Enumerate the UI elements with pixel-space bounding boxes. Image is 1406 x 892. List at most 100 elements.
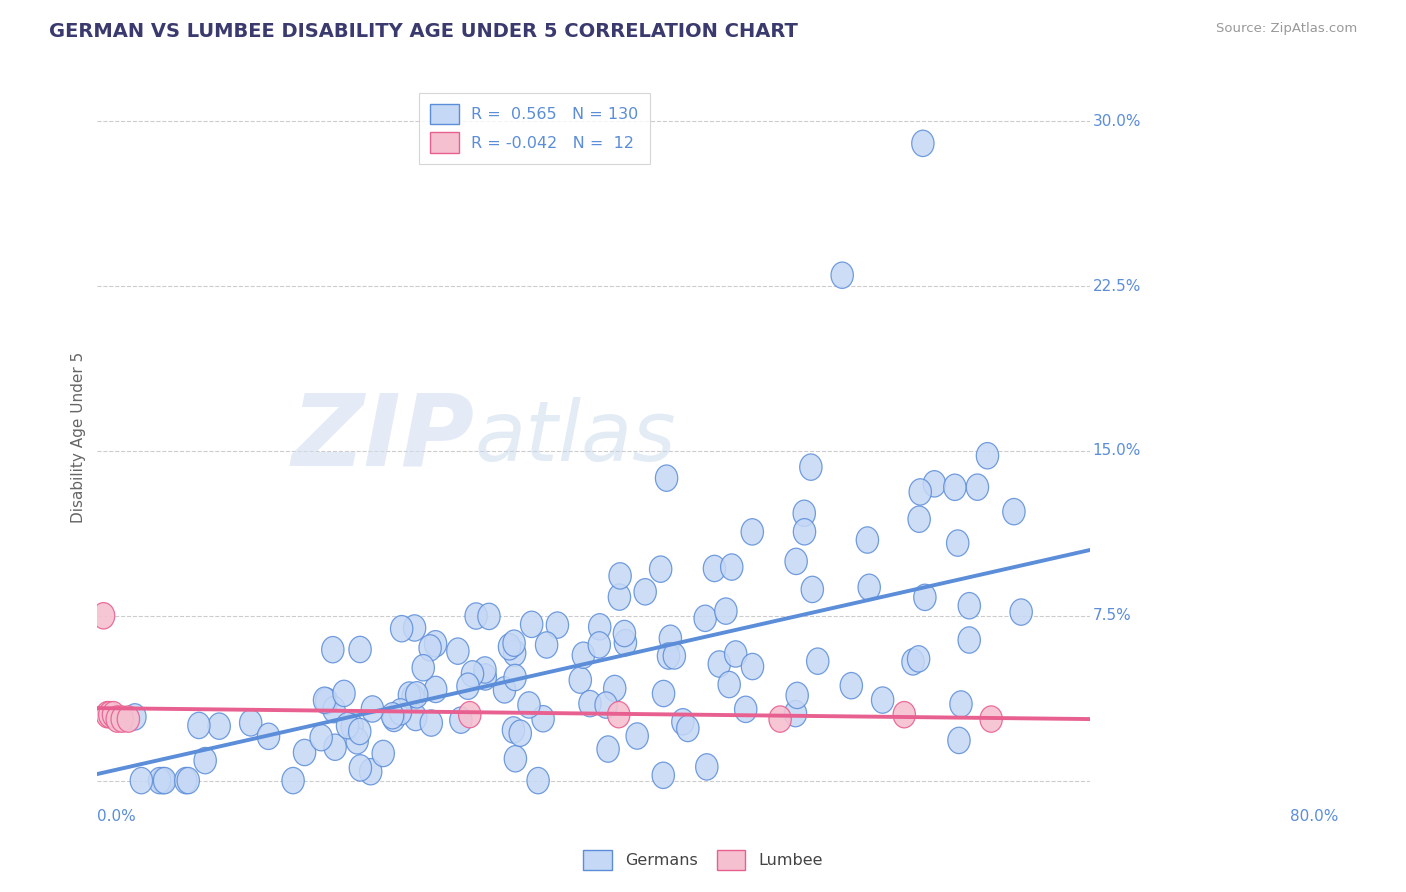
Ellipse shape	[1002, 499, 1025, 524]
Ellipse shape	[349, 755, 371, 781]
Ellipse shape	[957, 627, 980, 653]
Ellipse shape	[607, 701, 630, 728]
Ellipse shape	[714, 598, 737, 624]
Ellipse shape	[741, 653, 763, 680]
Ellipse shape	[391, 615, 413, 642]
Ellipse shape	[474, 664, 496, 690]
Text: 0.0%: 0.0%	[97, 809, 136, 824]
Ellipse shape	[177, 767, 200, 794]
Ellipse shape	[572, 642, 595, 668]
Ellipse shape	[425, 631, 447, 657]
Ellipse shape	[841, 673, 862, 698]
Ellipse shape	[425, 676, 447, 703]
Ellipse shape	[342, 714, 363, 739]
Ellipse shape	[785, 700, 807, 727]
Text: 80.0%: 80.0%	[1291, 809, 1339, 824]
Ellipse shape	[626, 723, 648, 749]
Ellipse shape	[911, 130, 934, 156]
Ellipse shape	[323, 734, 346, 760]
Legend: Germans, Lumbee: Germans, Lumbee	[576, 844, 830, 877]
Ellipse shape	[474, 657, 496, 683]
Ellipse shape	[613, 620, 636, 647]
Ellipse shape	[478, 603, 501, 630]
Ellipse shape	[314, 687, 336, 714]
Ellipse shape	[405, 681, 427, 708]
Ellipse shape	[695, 605, 716, 632]
Ellipse shape	[614, 630, 637, 656]
Ellipse shape	[96, 701, 118, 728]
Ellipse shape	[652, 762, 675, 789]
Ellipse shape	[672, 708, 695, 735]
Ellipse shape	[315, 688, 337, 714]
Ellipse shape	[676, 715, 699, 741]
Ellipse shape	[856, 527, 879, 553]
Ellipse shape	[360, 758, 382, 785]
Ellipse shape	[111, 706, 134, 732]
Ellipse shape	[458, 701, 481, 728]
Ellipse shape	[579, 690, 602, 717]
Ellipse shape	[800, 454, 823, 480]
Ellipse shape	[131, 767, 152, 794]
Ellipse shape	[709, 651, 731, 677]
Ellipse shape	[943, 475, 966, 500]
Ellipse shape	[373, 740, 394, 766]
Ellipse shape	[502, 717, 524, 743]
Ellipse shape	[609, 584, 630, 610]
Ellipse shape	[389, 698, 412, 725]
Ellipse shape	[149, 767, 170, 794]
Ellipse shape	[461, 661, 484, 687]
Ellipse shape	[769, 706, 792, 732]
Ellipse shape	[93, 603, 115, 629]
Ellipse shape	[117, 706, 139, 732]
Ellipse shape	[98, 701, 121, 728]
Ellipse shape	[598, 736, 619, 763]
Legend: R =  0.565   N = 130, R = -0.042   N =  12: R = 0.565 N = 130, R = -0.042 N = 12	[419, 93, 650, 164]
Ellipse shape	[893, 701, 915, 728]
Ellipse shape	[450, 707, 472, 733]
Ellipse shape	[517, 692, 540, 718]
Ellipse shape	[547, 612, 568, 639]
Ellipse shape	[419, 635, 441, 661]
Text: 7.5%: 7.5%	[1092, 608, 1132, 624]
Ellipse shape	[382, 706, 405, 731]
Ellipse shape	[658, 643, 679, 669]
Ellipse shape	[634, 579, 657, 605]
Ellipse shape	[696, 754, 718, 780]
Ellipse shape	[807, 648, 830, 674]
Ellipse shape	[786, 682, 808, 708]
Ellipse shape	[457, 673, 479, 699]
Ellipse shape	[914, 584, 936, 610]
Text: 30.0%: 30.0%	[1092, 114, 1140, 128]
Ellipse shape	[503, 640, 526, 666]
Ellipse shape	[505, 746, 527, 772]
Ellipse shape	[188, 712, 209, 739]
Ellipse shape	[349, 718, 371, 745]
Ellipse shape	[1010, 599, 1032, 625]
Ellipse shape	[595, 692, 617, 718]
Ellipse shape	[346, 728, 368, 754]
Ellipse shape	[652, 681, 675, 706]
Ellipse shape	[950, 690, 972, 717]
Ellipse shape	[294, 739, 316, 765]
Ellipse shape	[910, 479, 931, 505]
Ellipse shape	[734, 696, 756, 723]
Ellipse shape	[361, 696, 384, 723]
Ellipse shape	[957, 592, 980, 619]
Ellipse shape	[588, 632, 610, 658]
Ellipse shape	[239, 710, 262, 736]
Ellipse shape	[655, 465, 678, 491]
Ellipse shape	[793, 500, 815, 526]
Ellipse shape	[509, 720, 531, 747]
Ellipse shape	[980, 706, 1002, 732]
Ellipse shape	[527, 767, 550, 794]
Ellipse shape	[589, 614, 610, 640]
Ellipse shape	[381, 703, 404, 729]
Ellipse shape	[257, 723, 280, 749]
Ellipse shape	[404, 615, 426, 641]
Ellipse shape	[901, 648, 924, 675]
Ellipse shape	[333, 681, 356, 706]
Ellipse shape	[603, 675, 626, 702]
Ellipse shape	[520, 611, 543, 638]
Ellipse shape	[309, 724, 332, 751]
Ellipse shape	[420, 710, 443, 736]
